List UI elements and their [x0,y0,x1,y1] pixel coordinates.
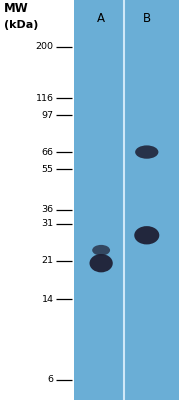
Text: MW: MW [4,2,28,15]
Text: 14: 14 [42,295,54,304]
Text: 97: 97 [42,111,54,120]
Text: 200: 200 [36,42,54,51]
Ellipse shape [92,245,110,256]
Text: 116: 116 [36,94,54,103]
Ellipse shape [135,145,158,159]
Text: B: B [143,12,151,25]
Ellipse shape [90,254,113,272]
Text: 21: 21 [42,256,54,266]
Ellipse shape [134,226,159,244]
Text: (kDa): (kDa) [4,20,38,30]
Text: 55: 55 [42,165,54,174]
Text: A: A [97,12,105,25]
Text: 36: 36 [42,205,54,214]
Text: 31: 31 [42,219,54,228]
Bar [74,0,179,400]
Text: 6: 6 [48,376,54,384]
Text: 66: 66 [42,148,54,156]
